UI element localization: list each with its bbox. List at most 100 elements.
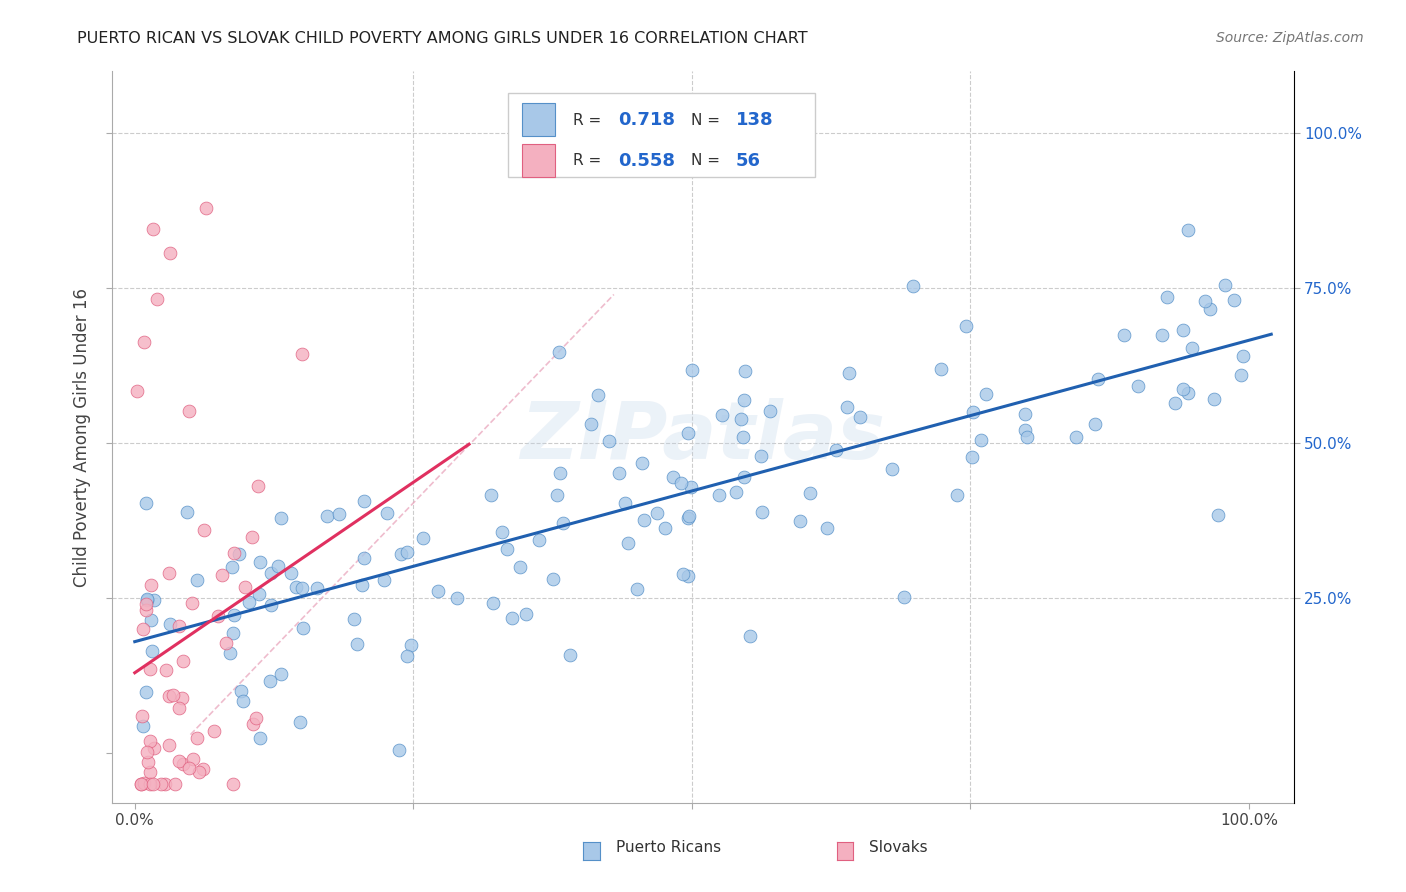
Point (181, 752, 204, 766)
Bar (522, 103, 555, 136)
Point (177, 404, 200, 418)
Point (131, 708, 153, 723)
Point (132, 776, 155, 790)
Point (1232, 349, 1254, 363)
Point (247, 587, 270, 601)
Point (678, 425, 700, 440)
Point (389, 547, 412, 561)
Point (598, 434, 620, 449)
Point (155, 663, 177, 677)
Point (139, 577, 162, 591)
Point (633, 513, 655, 527)
Point (141, 644, 163, 658)
Point (1015, 430, 1038, 444)
Point (626, 582, 648, 597)
Text: R =: R = (574, 112, 606, 128)
Point (1014, 423, 1036, 437)
Point (260, 598, 283, 612)
Point (267, 558, 290, 573)
Point (280, 566, 302, 581)
Point (789, 514, 811, 528)
Point (707, 487, 730, 501)
Point (825, 443, 848, 458)
Point (235, 580, 257, 594)
Point (142, 741, 165, 756)
Point (903, 279, 925, 293)
Point (291, 347, 314, 361)
Point (509, 560, 531, 574)
Point (139, 777, 162, 791)
Point (1087, 371, 1109, 385)
Point (388, 742, 411, 756)
Point (799, 486, 821, 500)
Point (647, 506, 669, 520)
Point (270, 666, 292, 681)
Point (1171, 382, 1194, 396)
Point (135, 496, 157, 510)
Point (288, 715, 311, 730)
Text: 56: 56 (737, 152, 761, 169)
Point (541, 572, 564, 586)
Point (139, 662, 162, 676)
Point (136, 592, 159, 607)
Point (588, 388, 610, 402)
Point (479, 488, 502, 502)
Text: ZIPatlas: ZIPatlas (520, 398, 886, 476)
Point (676, 511, 699, 525)
Point (558, 648, 581, 662)
Point (222, 608, 245, 623)
Point (399, 638, 422, 652)
Point (1126, 379, 1149, 393)
Point (179, 761, 201, 775)
Point (546, 488, 568, 502)
Point (1177, 386, 1199, 401)
Point (1064, 430, 1087, 444)
Point (678, 569, 700, 583)
Text: N =: N = (692, 112, 725, 128)
Point (515, 607, 537, 621)
Point (228, 547, 250, 561)
Point (1173, 323, 1195, 337)
Point (710, 408, 733, 422)
Point (159, 246, 181, 260)
Point (132, 334, 155, 349)
Point (835, 400, 858, 414)
Point (221, 560, 243, 574)
Point (734, 363, 756, 377)
Point (501, 611, 523, 625)
Point (1199, 301, 1222, 316)
Point (678, 509, 700, 524)
Point (170, 691, 193, 706)
Point (229, 684, 252, 698)
Point (970, 434, 993, 448)
Point (1014, 407, 1036, 421)
Point (176, 505, 198, 519)
Point (581, 417, 603, 432)
Point (139, 733, 162, 747)
Point (733, 470, 755, 484)
Point (548, 345, 571, 359)
Point (163, 777, 186, 791)
Point (733, 430, 755, 444)
Point (396, 649, 419, 664)
Point (631, 456, 654, 470)
Point (955, 318, 977, 333)
Point (1223, 293, 1246, 308)
Point (305, 582, 328, 596)
Point (167, 700, 190, 714)
Point (232, 694, 254, 708)
Point (1213, 278, 1236, 293)
Point (1084, 417, 1107, 432)
Text: 0.558: 0.558 (619, 152, 675, 169)
Point (291, 582, 314, 596)
Point (350, 578, 373, 592)
Point (202, 723, 225, 738)
Point (245, 711, 267, 725)
Point (172, 756, 194, 771)
Point (1114, 327, 1136, 342)
Point (172, 654, 194, 668)
Point (929, 362, 952, 376)
Point (181, 596, 204, 610)
Point (167, 619, 190, 633)
Point (377, 506, 399, 520)
